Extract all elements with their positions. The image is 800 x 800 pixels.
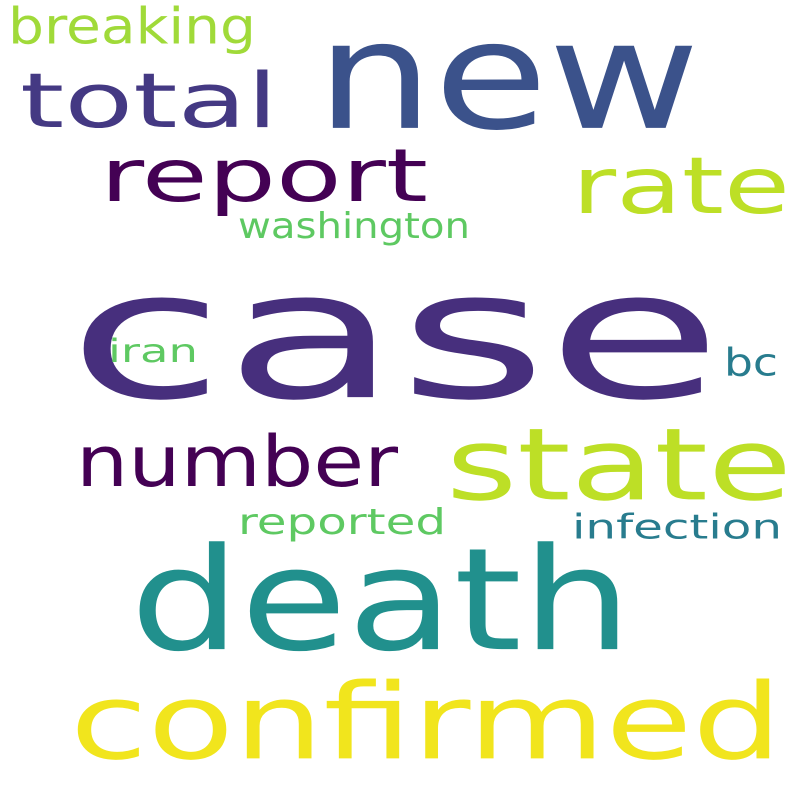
word-washington: washington	[238, 205, 470, 248]
word-total: total	[20, 56, 278, 146]
word-breaking: breaking	[8, 0, 256, 57]
word-reported: reported	[238, 501, 446, 544]
word-rate: rate	[572, 141, 790, 233]
word-new: new	[316, 0, 700, 164]
word-infection: infection	[572, 506, 782, 547]
word-state: state	[446, 407, 792, 524]
word-number: number	[76, 421, 398, 503]
word-report: report	[100, 133, 428, 219]
word-case: case	[68, 232, 722, 440]
word-death: death	[130, 518, 632, 684]
word-confirmed: confirmed	[70, 660, 782, 784]
word-bc: bc	[724, 340, 778, 385]
word-iran: iran	[108, 332, 198, 371]
